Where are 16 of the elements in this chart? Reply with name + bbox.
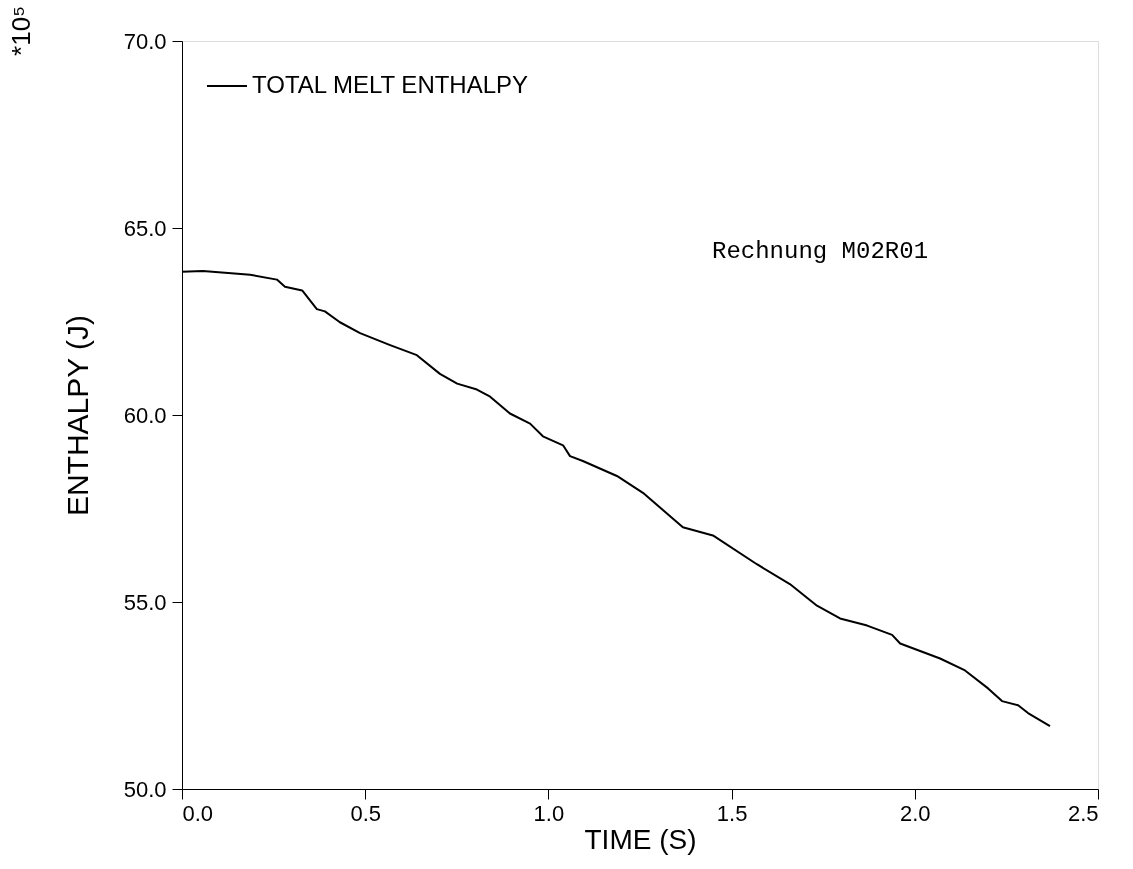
y-tick-label: 65.0 [123,215,167,241]
x-tick-label: 2.0 [900,800,931,826]
x-tick-label: 0.5 [350,800,381,826]
x-tick-label: 1.0 [533,800,565,826]
y-tick-label: 55.0 [123,589,167,615]
y-tick-label: 60.0 [123,402,167,428]
x-axis-title: TIME (S) [584,823,697,855]
x-tick-label: 0.0 [182,800,214,826]
annotation: Rechnung M02R01 [712,238,929,265]
y-tick-label: 70.0 [123,28,167,54]
x-tick-label: 1.5 [716,800,748,826]
y-tick-label: 50.0 [123,776,167,802]
y-axis-title: ENTHALPY (J) [60,314,94,517]
text: *10⁵ [6,6,36,56]
x-tick-label: 2.5 [1067,800,1099,826]
legend-label: TOTAL MELT ENTHALPY [252,71,529,98]
